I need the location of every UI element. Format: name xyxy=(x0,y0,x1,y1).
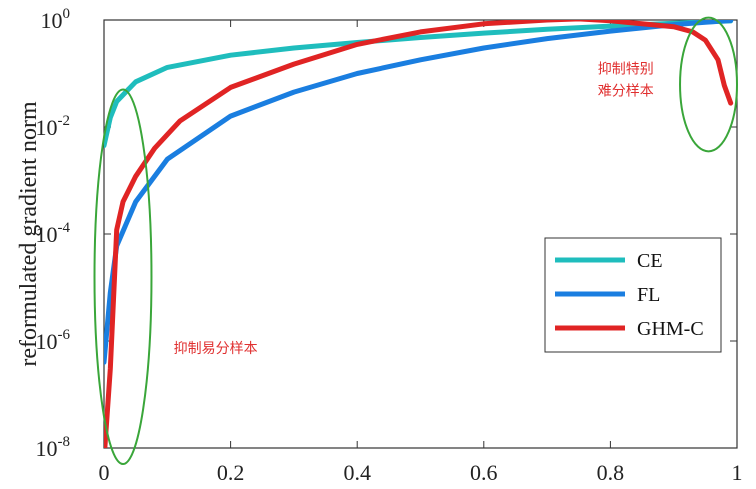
x-tick-label: 0.2 xyxy=(217,460,245,485)
annotation-label: 抑制特别难分样本 xyxy=(598,62,654,100)
y-tick-label: 10-8 xyxy=(36,434,71,461)
y-tick-label: 10-6 xyxy=(36,327,71,354)
annotation-ellipse xyxy=(93,88,153,466)
x-tick-label: 0.8 xyxy=(597,460,625,485)
legend-entry: GHM-C xyxy=(637,318,704,340)
x-tick-label: 0.4 xyxy=(343,460,371,485)
x-tick-label: 0.6 xyxy=(470,460,498,485)
x-tick-label: 0 xyxy=(99,460,110,485)
legend-entry: FL xyxy=(637,284,660,306)
y-tick-label: 100 xyxy=(41,6,71,33)
legend: CE FL GHM-C xyxy=(544,237,722,353)
series-line-ghm-c xyxy=(104,20,734,448)
y-tick-label: 10-2 xyxy=(36,113,71,140)
y-axis-label: reformulated gradient norm xyxy=(16,101,42,367)
x-tick-label: 1 xyxy=(732,460,743,485)
y-tick-label: 10-4 xyxy=(36,220,71,247)
legend-entry: CE xyxy=(637,250,663,272)
annotation-label: 抑制易分样本 xyxy=(174,341,258,357)
annotation-ellipse xyxy=(679,16,739,153)
